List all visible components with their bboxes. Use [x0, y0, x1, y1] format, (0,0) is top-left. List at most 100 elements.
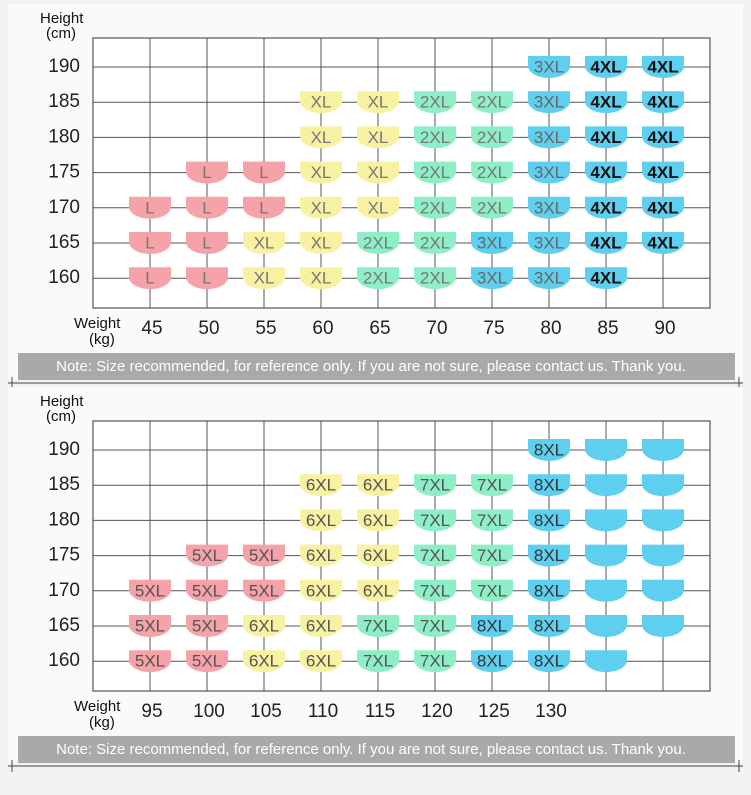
size-cell [243, 579, 285, 602]
size-cell [186, 544, 228, 567]
size-cell [528, 650, 570, 673]
weight-label: 125 [478, 701, 510, 722]
weight-label: 95 [141, 701, 162, 722]
size-cell [300, 579, 342, 602]
size-label: 3XL [534, 128, 564, 147]
y-axis-title: (cm) [46, 408, 76, 425]
size-label: 8XL [534, 581, 564, 600]
size-cell [642, 474, 684, 497]
size-cell [300, 474, 342, 497]
size-cell [129, 615, 171, 637]
size-label: 6XL [249, 616, 279, 635]
height-label: 190 [48, 56, 80, 77]
size-label: L [145, 269, 154, 288]
size-cell [528, 615, 570, 637]
size-cell [585, 650, 627, 673]
size-label: 4XL [590, 198, 621, 217]
size-label: 8XL [477, 616, 507, 635]
size-label: 7XL [420, 581, 450, 600]
weight-label: 45 [141, 318, 162, 339]
size-label: 4XL [647, 163, 678, 182]
size-cell [528, 439, 570, 461]
size-label: 5XL [135, 616, 165, 635]
size-cell [528, 267, 570, 290]
y-axis-title: Height [40, 393, 84, 410]
size-label: 2XL [420, 163, 450, 182]
size-cell [585, 439, 627, 461]
size-cell [129, 650, 171, 673]
size-cell [471, 509, 513, 532]
size-cell [414, 615, 456, 637]
size-label: 3XL [477, 233, 507, 252]
size-cell [357, 509, 399, 532]
size-label: 6XL [306, 546, 336, 565]
size-label: 2XL [420, 128, 450, 147]
size-cell [357, 161, 399, 184]
size-cell [357, 126, 399, 149]
size-label: 8XL [534, 476, 564, 495]
size-label: 4XL [647, 233, 678, 252]
size-cell [357, 474, 399, 497]
weight-label: 80 [540, 318, 561, 339]
size-label: 3XL [534, 269, 564, 288]
size-cell [186, 579, 228, 602]
size-cell [414, 267, 456, 290]
size-cell [357, 579, 399, 602]
y-axis-title: (cm) [46, 25, 76, 42]
size-label: 2XL [477, 198, 507, 217]
size-label: 7XL [420, 511, 450, 530]
size-label: XL [311, 93, 332, 112]
size-cell [129, 232, 171, 254]
note-bar [18, 736, 735, 763]
size-cell [357, 544, 399, 567]
size-cell [243, 196, 285, 219]
size-cell [357, 232, 399, 254]
size-cell [414, 196, 456, 219]
size-label: 4XL [590, 93, 621, 112]
size-cell [471, 650, 513, 673]
size-cell [642, 161, 684, 184]
size-cell [243, 267, 285, 290]
size-label: 2XL [477, 93, 507, 112]
size-cell [186, 267, 228, 290]
size-label: 6XL [306, 581, 336, 600]
size-label: 6XL [363, 476, 393, 495]
size-cell [528, 544, 570, 567]
size-label: 3XL [534, 57, 564, 76]
size-cell [528, 56, 570, 78]
size-cell [471, 474, 513, 497]
size-label: 3XL [534, 233, 564, 252]
size-label: L [202, 233, 211, 252]
size-label: 2XL [420, 198, 450, 217]
size-panel: Height(cm) Weight(kg) 190 185 180 175 170 165 16… [8, 4, 743, 389]
size-cell [528, 579, 570, 602]
size-label: XL [311, 269, 332, 288]
size-cell [414, 161, 456, 184]
size-cell [471, 579, 513, 602]
size-cell [528, 196, 570, 219]
size-cell [129, 579, 171, 602]
size-cell [585, 615, 627, 637]
x-axis-title: (kg) [89, 714, 115, 731]
height-label: 160 [48, 650, 80, 671]
size-label: 2XL [477, 128, 507, 147]
size-label: 4XL [590, 269, 621, 288]
size-label: L [202, 269, 211, 288]
size-label: 2XL [420, 93, 450, 112]
size-cell [186, 161, 228, 184]
size-label: XL [254, 269, 275, 288]
size-label: L [145, 233, 154, 252]
size-cell [129, 267, 171, 290]
size-cell [357, 267, 399, 290]
size-cell [414, 474, 456, 497]
size-cell [585, 232, 627, 254]
size-label: 4XL [590, 233, 621, 252]
size-label: XL [368, 198, 389, 217]
size-cell [642, 509, 684, 532]
size-cell [471, 267, 513, 290]
size-cell [414, 579, 456, 602]
size-cell [585, 196, 627, 219]
size-cell [528, 91, 570, 114]
size-label: 8XL [534, 440, 564, 459]
weight-label: 120 [421, 701, 453, 722]
